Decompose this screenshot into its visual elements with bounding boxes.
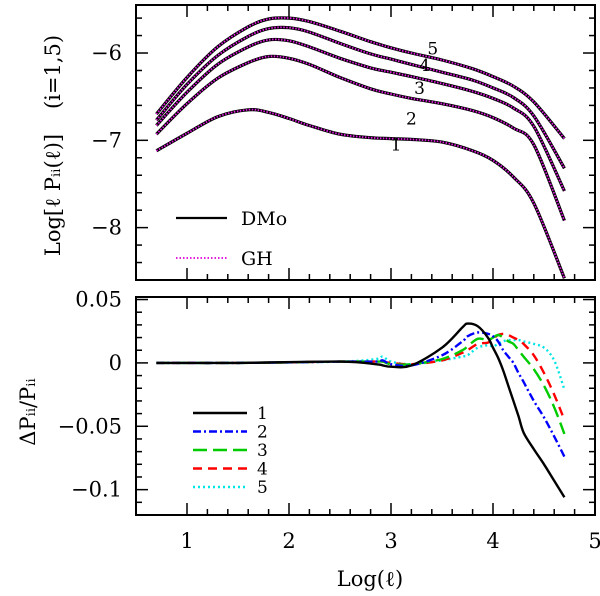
x-tick-label: 1 [180,529,193,553]
top-y-tick-label: −6 [91,41,122,65]
residual-curve-3 [156,333,566,435]
gh-curve-3 [155,38,566,192]
top-legend-label-dmo: DMo [241,208,287,230]
gh-curve-1 [155,108,566,279]
curve-label-1: 1 [391,136,402,156]
bottom-y-tick-label: −0.05 [58,414,122,438]
x-tick-label: 2 [282,529,295,553]
top-curve-labels: 12 3 45 [391,40,439,156]
top-ticks [136,5,595,281]
bottom-legend-label-5: 5 [257,478,268,498]
top-panel: 12 3 45 −8 −7 −6 Log[ℓ Pᵢᵢ(ℓ)] (i=1,5) DMo GH [41,4,596,281]
top-y-tick-label: −8 [91,216,122,240]
bottom-y-tick-label: −0.1 [71,478,122,502]
bottom-legend-label-4: 4 [257,460,268,480]
top-curves [155,16,566,279]
gh-curve-2 [155,55,566,221]
curve-label-4: 4 [419,56,430,76]
dmo-curve-1 [155,108,566,279]
gh-curve-5 [155,16,566,140]
top-panel-annotation: (i=1,5) [41,35,65,109]
top-y-tick-labels: −8 −7 −6 [91,41,122,240]
bottom-y-tick-labels: 0.05 0 −0.05 −0.1 [58,288,122,502]
curve-label-3: 3 [414,79,425,99]
top-y-axis-title: Log[ℓ Pᵢᵢ(ℓ)] [41,134,65,256]
bottom-plot-frame [135,296,596,516]
top-y-tick-label: −7 [91,128,122,152]
bottom-curves [156,322,566,498]
curve-label-5: 5 [427,40,438,60]
curve-label-2: 2 [406,109,417,129]
residual-curve-5 [156,338,566,390]
bottom-x-tick-labels: 1 2 3 4 5 [180,529,600,553]
bottom-y-tick-label: 0 [109,351,122,375]
top-plot-frame [135,4,596,281]
bottom-ticks [136,297,595,516]
x-axis-title: Log(ℓ) [337,567,403,591]
bottom-legend-label-2: 2 [257,423,268,443]
top-legend: DMo GH [176,208,287,270]
bottom-y-axis-title: ΔPᵢᵢ/Pᵢᵢ [16,378,40,445]
top-legend-label-gh: GH [241,248,273,270]
bottom-y-tick-label: 0.05 [75,288,122,312]
residual-curve-1 [156,322,566,498]
residual-curve-2 [156,331,566,458]
gh-curve-4 [155,26,566,169]
x-tick-label: 4 [486,529,499,553]
bottom-legend-label-1: 1 [257,404,268,424]
x-tick-label: 3 [384,529,397,553]
residual-curve-4 [156,332,566,421]
x-tick-label: 5 [588,529,600,553]
bottom-legend-label-3: 3 [257,441,268,461]
